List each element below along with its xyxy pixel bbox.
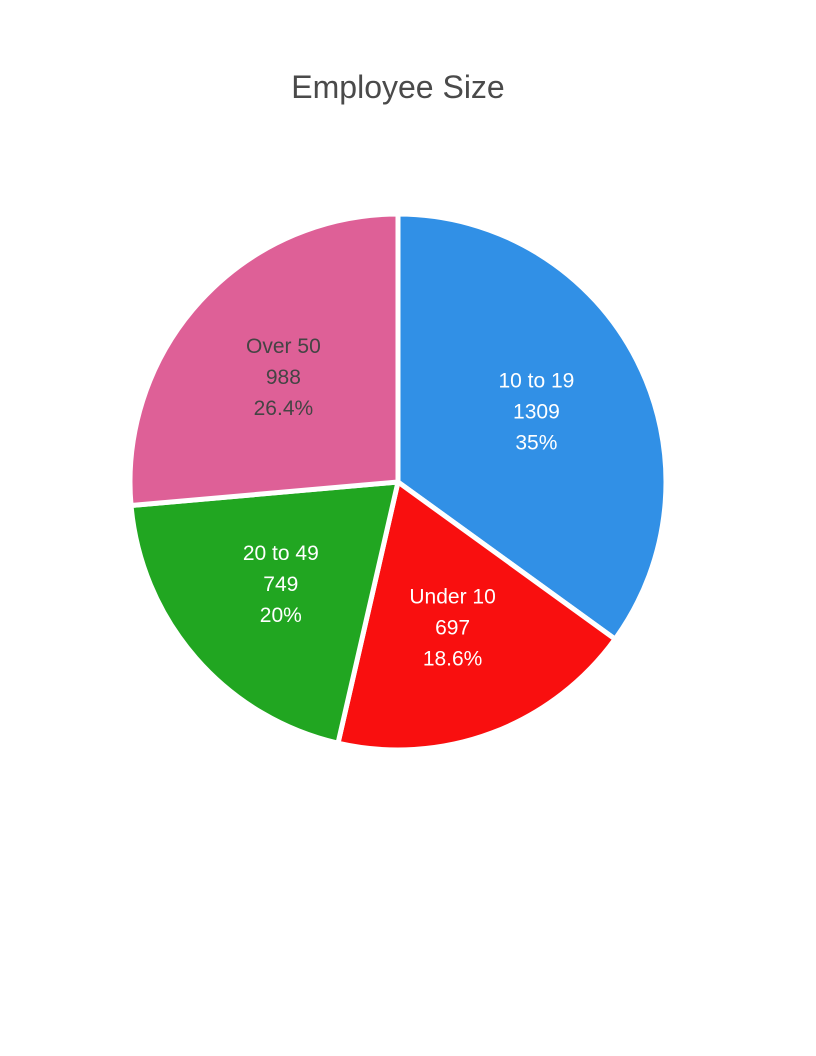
slice-label-3: Over 50 988 26.4% [246,335,321,420]
slice-label-3: Over 50 [246,335,321,358]
slice-label-2: 20 to 49 [243,542,319,565]
slice-label-0: 10 to 19 1309 35% [498,369,574,454]
slice-value-3: 988 [266,366,301,389]
slice-percent-1: 18.6% [423,648,483,671]
chart-title: Employee Size [291,69,504,105]
slice-label-1: Under 10 [409,586,495,609]
slice-value-1: 697 [435,617,470,640]
pie-slice-1 [335,479,618,753]
pie-labels: 10 to 19 1309 35% Under 10 697 18.6% 20 to 49 7… [243,335,575,671]
slice-label-2: 20 to 49 749 20% [243,542,319,627]
slice-value-0: 1309 [513,400,560,423]
slice-label-1: Under 10 697 18.6% [409,586,495,671]
pie-slice-2 [128,479,401,746]
slice-percent-0: 35% [515,431,557,454]
slice-percent-3: 26.4% [254,397,314,420]
pie-slice-0 [395,211,669,642]
slice-value-2: 749 [263,573,298,596]
pie-slices [127,211,669,753]
pie-slice-3 [127,211,401,508]
slice-percent-2: 20% [260,604,302,627]
slice-label-0: 10 to 19 [498,369,574,392]
